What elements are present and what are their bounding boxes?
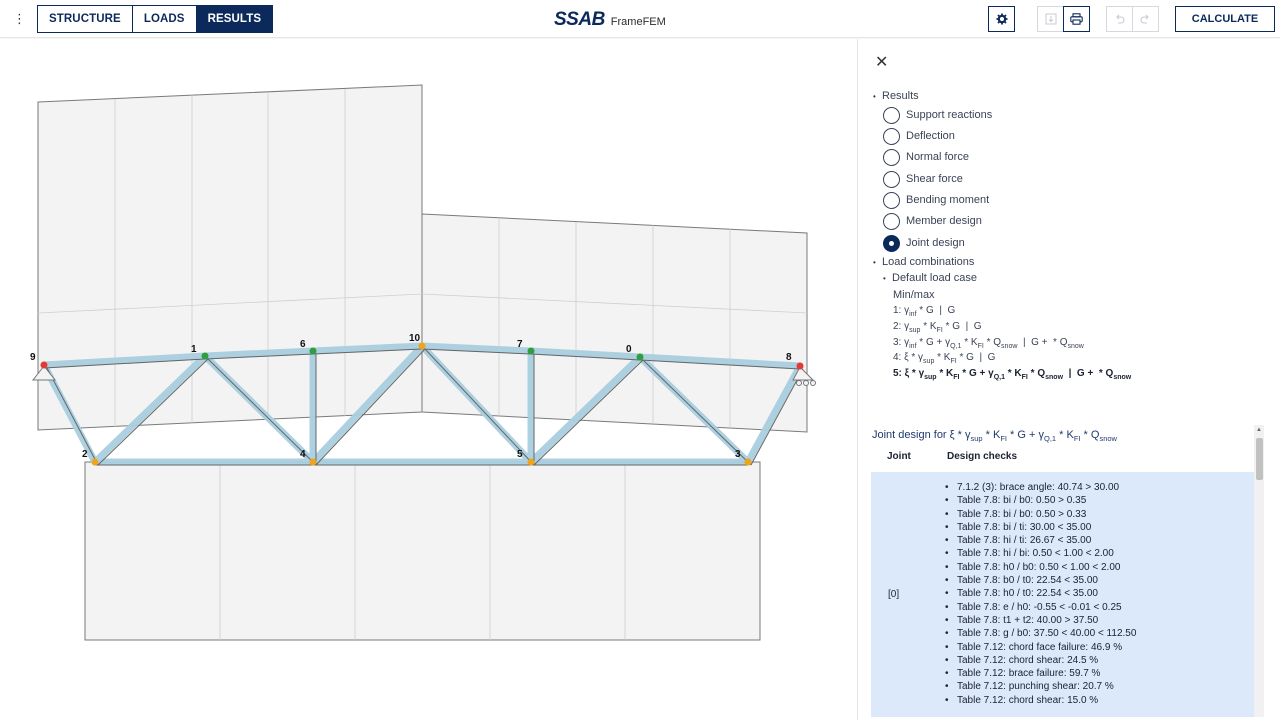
- joint-label: 9: [30, 352, 36, 363]
- top-bar: ⋮ STRUCTURE LOADS RESULTS SSAB FrameFEM: [0, 0, 1280, 38]
- load-combination-2[interactable]: 2: γsup * KFI * G | G: [893, 321, 982, 334]
- calculate-button[interactable]: CALCULATE: [1175, 6, 1275, 32]
- radio-support-reactions[interactable]: Support reactions: [883, 105, 992, 125]
- bullet-icon: •: [873, 92, 876, 101]
- joint-label: 10: [409, 333, 421, 344]
- radio-icon[interactable]: [883, 148, 900, 166]
- column-header-checks: Design checks: [947, 451, 1018, 462]
- design-check: Table 7.12: chord face failure: 46.9 %: [945, 641, 1136, 654]
- joint-label: 1: [191, 344, 197, 355]
- load-combination-4[interactable]: 4: ξ * γsup * KFI * G | G: [893, 352, 996, 365]
- design-check: Table 7.8: g / b0: 37.50 < 40.00 < 112.5…: [945, 627, 1136, 640]
- load-combinations-heading[interactable]: • Load combinations: [873, 256, 975, 268]
- load-combination-5[interactable]: 5: ξ * γsup * KFI * G + γQ,1 * KFI * Qsn…: [893, 368, 1132, 381]
- joint-label: 5: [517, 449, 523, 460]
- design-check: Table 7.8: t1 + t2: 40.00 > 37.50: [945, 614, 1136, 627]
- truss-nodes[interactable]: [40, 342, 804, 466]
- joint-label: 8: [786, 352, 792, 363]
- joint-label: 7: [517, 339, 523, 350]
- load-diagram: [37, 84, 808, 641]
- support-icon: [31, 365, 816, 386]
- design-check: Table 7.8: bi / b0: 0.50 > 0.33: [945, 508, 1136, 521]
- design-check: Table 7.8: e / h0: -0.55 < -0.01 < 0.25: [945, 601, 1136, 614]
- radio-member-design[interactable]: Member design: [883, 211, 982, 231]
- radio-normal-force[interactable]: Normal force: [883, 147, 969, 167]
- redo-button[interactable]: [1132, 6, 1159, 32]
- radio-deflection[interactable]: Deflection: [883, 126, 955, 146]
- design-check: Table 7.8: bi / b0: 0.50 > 0.35: [945, 494, 1136, 507]
- radio-icon[interactable]: [883, 127, 900, 145]
- bullet-icon: •: [883, 274, 886, 283]
- minmax-label: Min/max: [893, 289, 935, 301]
- radio-icon[interactable]: [883, 191, 900, 209]
- radio-icon[interactable]: [883, 170, 900, 188]
- design-check: Table 7.12: chord shear: 24.5 %: [945, 654, 1136, 667]
- load-grid: [37, 89, 808, 640]
- row-joint-index: [0]: [888, 589, 900, 600]
- model-canvas[interactable]: 9 1 6 10 7 0 8 2 4 5 3: [0, 39, 857, 720]
- column-header-joint: Joint: [887, 451, 911, 462]
- undo-button[interactable]: [1106, 6, 1133, 32]
- gear-icon: [996, 13, 1007, 25]
- design-check: Table 7.8: h0 / b0: 0.50 < 1.00 < 2.00: [945, 561, 1136, 574]
- truss-drawing[interactable]: [0, 39, 857, 720]
- radio-icon[interactable]: [883, 212, 900, 230]
- tab-results[interactable]: RESULTS: [196, 6, 273, 32]
- design-check: Table 7.8: hi / bi: 0.50 < 1.00 < 2.00: [945, 547, 1136, 560]
- mode-tabs: STRUCTURE LOADS RESULTS: [37, 5, 274, 33]
- settings-button[interactable]: [988, 6, 1015, 32]
- joint-design-title: Joint design for ξ * γsup * KFI * G + γQ…: [872, 429, 1117, 444]
- download-icon: [1045, 13, 1056, 25]
- print-button[interactable]: [1063, 6, 1090, 32]
- scroll-up-icon[interactable]: ▲: [1256, 427, 1262, 433]
- design-check: 7.1.2 (3): brace angle: 40.74 > 30.00: [945, 481, 1136, 494]
- load-combination-3[interactable]: 3: γinf * G + γQ,1 * KFI * Qsnow | G + *…: [893, 337, 1084, 350]
- export-button[interactable]: [1037, 6, 1064, 32]
- results-heading[interactable]: • Results: [873, 90, 919, 102]
- tab-structure[interactable]: STRUCTURE: [38, 6, 133, 32]
- kebab-menu-icon[interactable]: ⋮: [13, 11, 26, 26]
- joint-label: 2: [82, 449, 88, 460]
- joint-label: 4: [300, 449, 306, 460]
- joint-design-table: Joint Design checks [0] 7.1.2 (3): brace…: [871, 445, 1255, 717]
- close-icon[interactable]: ✕: [875, 54, 889, 71]
- design-check: Table 7.8: h0 / t0: 22.54 < 35.00: [945, 587, 1136, 600]
- redo-icon: [1140, 14, 1149, 24]
- scrollbar-thumb[interactable]: [1256, 438, 1263, 480]
- design-check: Table 7.8: b0 / t0: 22.54 < 35.00: [945, 574, 1136, 587]
- radio-shear-force[interactable]: Shear force: [883, 169, 963, 189]
- design-check: Table 7.8: hi / ti: 26.67 < 35.00: [945, 534, 1136, 547]
- design-check: Table 7.12: chord shear: 15.0 %: [945, 694, 1136, 707]
- joint-label: 0: [626, 344, 632, 355]
- bullet-icon: •: [873, 258, 876, 267]
- brand: SSAB FrameFEM: [554, 9, 666, 30]
- design-check: Table 7.12: punching shear: 20.7 %: [945, 680, 1136, 693]
- ssab-logo: SSAB: [554, 9, 605, 30]
- radio-bending-moment[interactable]: Bending moment: [883, 190, 989, 210]
- design-check: Table 7.8: bi / ti: 30.00 < 35.00: [945, 521, 1136, 534]
- undo-icon: [1116, 14, 1125, 24]
- scrollbar[interactable]: [1254, 425, 1264, 717]
- radio-joint-design[interactable]: Joint design: [883, 233, 965, 253]
- results-panel: ✕ • Results Support reactions Deflection …: [857, 39, 1280, 720]
- radio-icon[interactable]: [883, 106, 900, 124]
- printer-icon: [1070, 13, 1083, 25]
- radio-selected-icon[interactable]: [883, 234, 900, 252]
- joint-label: 3: [735, 449, 741, 460]
- design-checks-list: 7.1.2 (3): brace angle: 40.74 > 30.00 Ta…: [945, 481, 1136, 707]
- table-row[interactable]: [0] 7.1.2 (3): brace angle: 40.74 > 30.0…: [871, 472, 1255, 717]
- design-check: Table 7.12: brace failure: 59.7 %: [945, 667, 1136, 680]
- app-name: FrameFEM: [610, 16, 666, 28]
- joint-label: 6: [300, 339, 306, 350]
- default-load-case[interactable]: • Default load case: [883, 272, 977, 284]
- table-header: Joint Design checks: [871, 445, 1255, 468]
- load-combination-1[interactable]: 1: γinf * G | G: [893, 305, 956, 318]
- tab-loads[interactable]: LOADS: [132, 6, 197, 32]
